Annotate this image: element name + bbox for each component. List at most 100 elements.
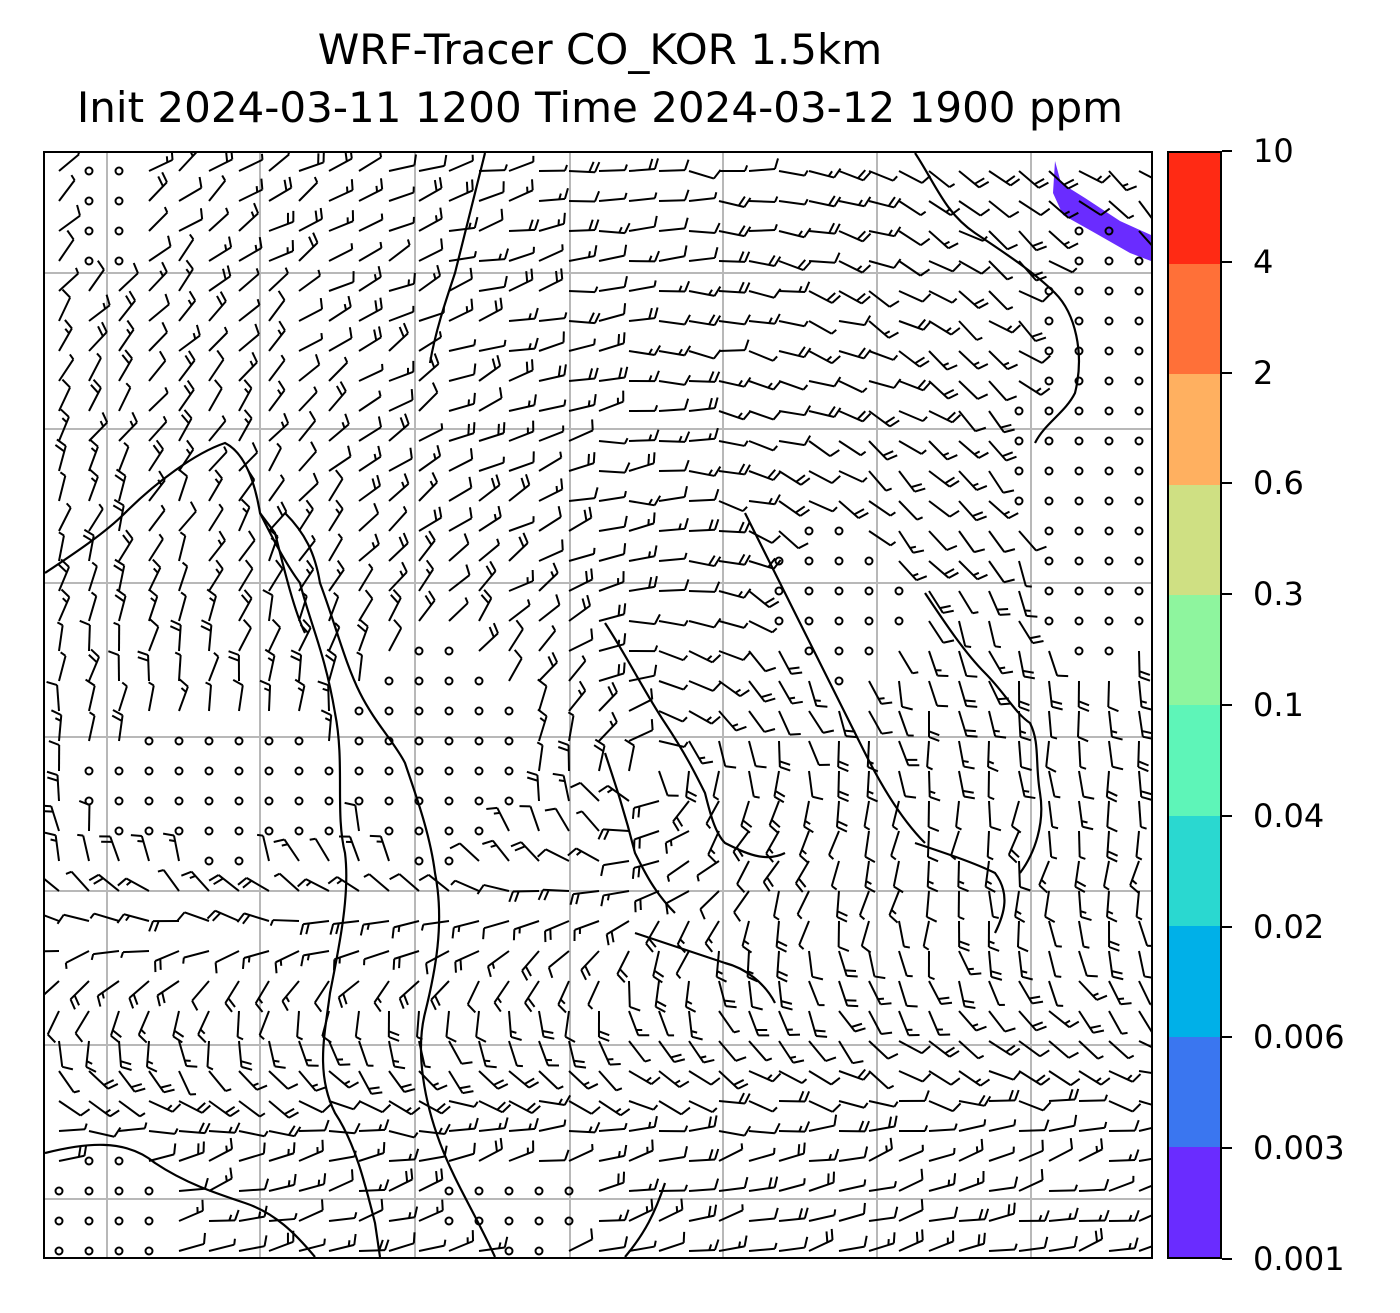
wind-barb	[598, 462, 631, 474]
wind-barb	[748, 380, 782, 391]
wind-barb	[148, 235, 172, 262]
wind-barb	[148, 1128, 179, 1135]
wind-barb	[567, 711, 575, 742]
colorbar-tick-label: 0.02	[1253, 907, 1325, 946]
wind-barb	[958, 920, 970, 952]
wind-barb	[658, 1231, 686, 1252]
wind-barb	[387, 1010, 400, 1042]
wind-barb	[544, 920, 570, 943]
wind-barb	[238, 1178, 270, 1192]
wind-barb	[1018, 1169, 1044, 1192]
wind-barb	[298, 1199, 324, 1222]
calm-circle	[444, 826, 454, 836]
wind-barb	[928, 1040, 960, 1058]
wind-barb	[148, 171, 168, 202]
wind-barb	[688, 1100, 718, 1114]
wind-barb	[538, 425, 565, 442]
wind-barb	[356, 651, 364, 682]
wind-barb	[988, 350, 1018, 371]
wind-barb	[778, 281, 811, 293]
wind-barb	[508, 219, 540, 232]
colorbar-tick	[1222, 925, 1232, 928]
coastline-south-island	[634, 931, 776, 1004]
wind-barb	[58, 502, 72, 532]
wind-barb	[988, 1243, 1018, 1252]
calm-circle	[1044, 406, 1054, 416]
wind-barb	[172, 1010, 185, 1044]
wind-barb	[838, 1040, 864, 1065]
wind-barb	[538, 478, 564, 502]
wind-barb	[58, 471, 67, 502]
calm-circle	[1134, 616, 1144, 626]
wind-barb	[296, 1010, 304, 1041]
wind-barb	[358, 241, 383, 262]
wind-barb	[958, 1119, 987, 1132]
wind-barb	[868, 530, 897, 547]
wind-barb	[120, 950, 150, 959]
wind-barb	[358, 474, 382, 502]
wind-barb	[298, 1040, 319, 1067]
wind-barb	[328, 499, 344, 532]
wind-barb	[1106, 800, 1118, 833]
wind-barb	[633, 830, 660, 851]
wind-barb	[958, 440, 989, 459]
wind-barb	[1018, 710, 1032, 742]
wind-barb	[58, 174, 76, 202]
wind-barb	[1108, 200, 1135, 220]
wind-barb	[928, 1070, 961, 1086]
wind-barb	[898, 500, 924, 521]
calm-circle	[1134, 586, 1144, 596]
wind-barb	[631, 800, 660, 819]
wind-barb	[85, 1040, 97, 1073]
calm-circle	[1104, 286, 1114, 296]
coastline-china-east	[284, 512, 497, 1257]
wind-barb	[58, 319, 73, 352]
wind-barb	[958, 230, 988, 242]
wind-barb	[597, 828, 630, 841]
wind-barb	[598, 515, 628, 532]
wind-barb	[178, 439, 195, 472]
wind-barb	[82, 528, 95, 562]
calm-circle	[1044, 376, 1054, 386]
wind-barb	[208, 1167, 233, 1192]
wind-barb	[69, 980, 90, 1010]
wind-barb	[958, 320, 983, 341]
wind-barb	[45, 804, 60, 832]
wind-barb	[238, 351, 258, 382]
wind-barb	[1108, 1040, 1135, 1060]
wind-barb	[88, 591, 98, 622]
wind-barb	[268, 442, 282, 472]
wind-barb	[238, 619, 252, 652]
wind-barb	[688, 1204, 718, 1222]
wind-barb	[568, 286, 599, 294]
wind-barb	[1078, 170, 1111, 184]
wind-barb	[328, 295, 352, 322]
wind-barb	[205, 681, 212, 712]
wind-barb	[328, 356, 349, 382]
wind-barb	[482, 920, 510, 940]
wind-barb	[178, 1070, 197, 1096]
wind-barb	[79, 619, 91, 652]
wind-barb	[358, 297, 383, 322]
wind-barb	[1108, 1070, 1142, 1083]
wind-barb	[206, 1040, 214, 1071]
colorbar-tick	[1222, 482, 1232, 485]
wind-barb	[508, 268, 534, 292]
wind-barb	[451, 920, 480, 939]
wind-barb	[567, 847, 600, 862]
colorbar-tick-label: 4	[1253, 242, 1274, 281]
wind-barb	[808, 950, 824, 981]
wind-barb	[299, 920, 330, 936]
wind-barb	[598, 437, 629, 445]
colorbar-tick-label: 0.001	[1253, 1240, 1345, 1278]
wind-barb	[448, 1100, 479, 1108]
wind-barb	[778, 169, 809, 177]
wind-barb	[538, 1040, 560, 1067]
wind-barb	[358, 1198, 384, 1222]
wind-barb	[388, 619, 403, 652]
calm-circle	[1044, 346, 1054, 356]
calm-circle	[1074, 526, 1084, 536]
wind-barb	[328, 153, 353, 172]
wind-barb	[476, 883, 510, 895]
wind-barb	[328, 413, 350, 442]
